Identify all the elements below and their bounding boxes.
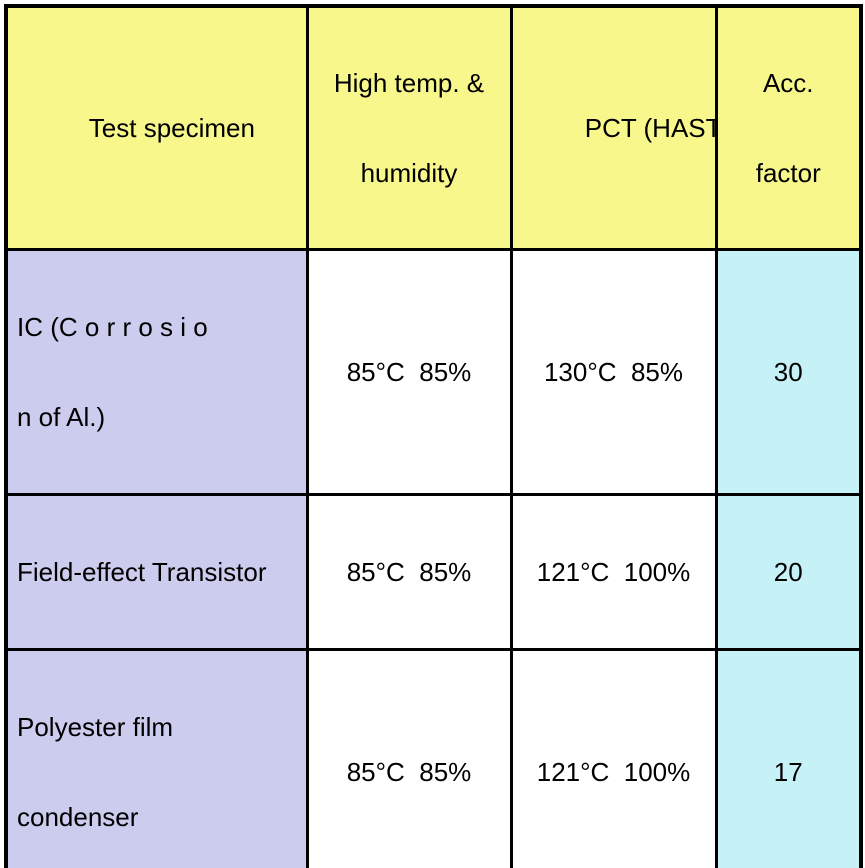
header-test-specimen: Test specimen — [6, 6, 307, 250]
specimen-line: IC (C o r r o s i o — [17, 312, 305, 342]
high-temp-humidity-cell: 85°C 85% — [307, 250, 511, 495]
header-label-line: High temp. & — [309, 68, 510, 98]
header-high-temp-humidity: High temp. & humidity — [307, 6, 511, 250]
header-label-line: Acc. — [718, 68, 860, 98]
high-temp-humidity-cell: 85°C 85% — [307, 650, 511, 868]
header-label: PCT (HAST) — [585, 113, 716, 143]
acc-factor-cell: 17 — [716, 650, 861, 868]
acceleration-factor-table: Test specimen High temp. & humidity PCT … — [4, 4, 863, 868]
header-label-line: factor — [718, 158, 860, 188]
specimen-line: n of Al.) — [17, 402, 305, 432]
header-label: Test specimen — [89, 113, 255, 143]
pct-hast-cell: 121°C 100% — [511, 650, 716, 868]
header-acc-factor: Acc. factor — [716, 6, 861, 250]
pct-hast-cell: 121°C 100% — [511, 495, 716, 650]
specimen-line: condenser — [17, 802, 305, 832]
specimen-cell: Polyester film condenser — [6, 650, 307, 868]
specimen-line: Polyester film — [17, 712, 305, 742]
specimen-line: Field-effect Transistor — [17, 557, 305, 587]
header-row: Test specimen High temp. & humidity PCT … — [6, 6, 861, 250]
specimen-cell: IC (C o r r o s i o n of Al.) — [6, 250, 307, 495]
header-pct-hast: PCT (HAST) — [511, 6, 716, 250]
row-ic: IC (C o r r o s i o n of Al.) 85°C 85% 1… — [6, 250, 861, 495]
acc-factor-cell: 30 — [716, 250, 861, 495]
specimen-cell: Field-effect Transistor — [6, 495, 307, 650]
row-fet: Field-effect Transistor 85°C 85% 121°C 1… — [6, 495, 861, 650]
row-polyester: Polyester film condenser 85°C 85% 121°C … — [6, 650, 861, 868]
header-label-line: humidity — [309, 158, 510, 188]
high-temp-humidity-cell: 85°C 85% — [307, 495, 511, 650]
pct-hast-cell: 130°C 85% — [511, 250, 716, 495]
acc-factor-cell: 20 — [716, 495, 861, 650]
